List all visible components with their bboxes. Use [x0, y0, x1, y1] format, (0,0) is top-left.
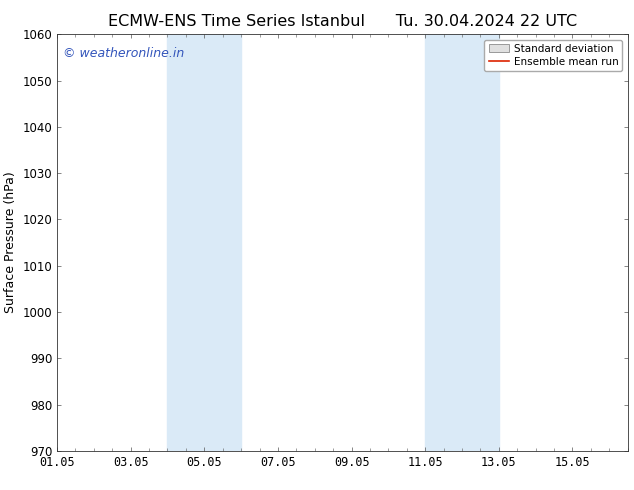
Title: ECMW-ENS Time Series Istanbul      Tu. 30.04.2024 22 UTC: ECMW-ENS Time Series Istanbul Tu. 30.04.… [108, 14, 577, 29]
Bar [167, 34, 241, 451]
Text: © weatheronline.in: © weatheronline.in [63, 47, 184, 60]
Bar [425, 34, 499, 451]
Legend: Standard deviation, Ensemble mean run: Standard deviation, Ensemble mean run [484, 40, 623, 71]
Y-axis label: Surface Pressure (hPa): Surface Pressure (hPa) [4, 172, 17, 314]
